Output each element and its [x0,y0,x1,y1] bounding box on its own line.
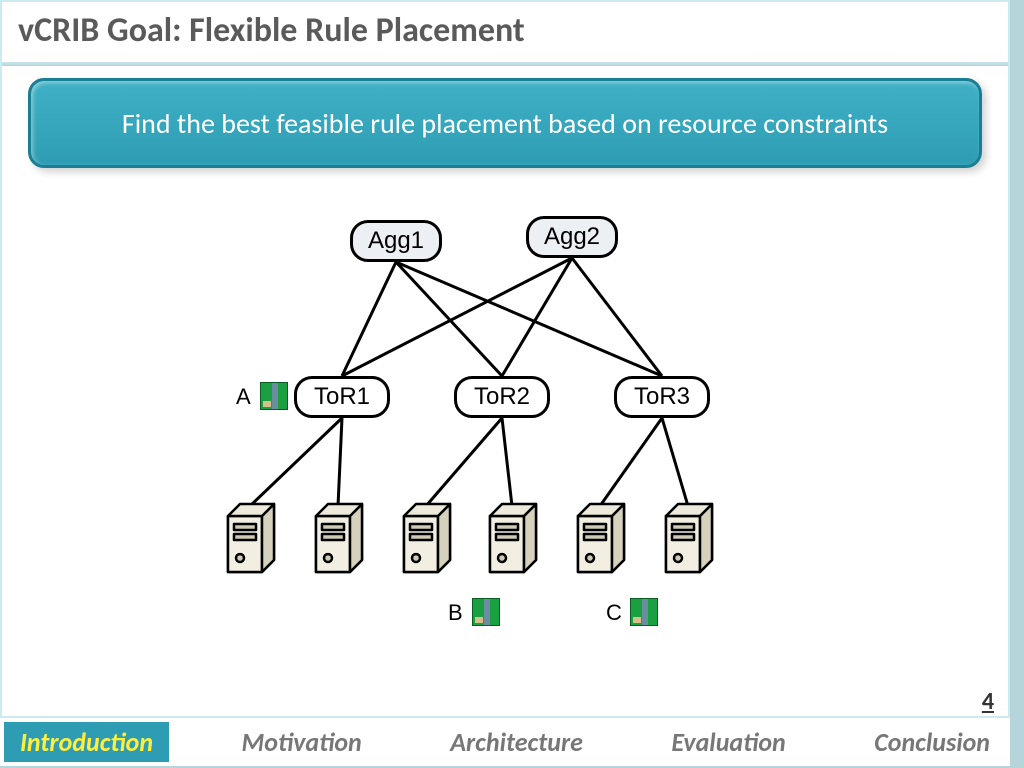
node-agg1: Agg1 [350,220,442,262]
server-s2 [308,500,378,588]
nav-evaluation[interactable]: Evaluation [655,722,801,762]
edge-tor1-s2 [338,418,342,506]
server-s6 [658,500,728,588]
node-tor1: ToR1 [294,376,390,418]
title-rule [2,62,1008,66]
marker-label-C: C [606,600,622,626]
chip-icon-B [472,598,500,626]
section-nav: Introduction Motivation Architecture Evalua… [4,722,1006,762]
marker-label-B: B [448,600,463,626]
edge-agg1-tor1 [342,262,396,376]
edge-tor1-s1 [250,418,342,506]
page-number: 4 [982,687,994,716]
nav-architecture[interactable]: Architecture [434,722,599,762]
edge-tor2-s4 [502,418,512,506]
server-s3 [396,500,466,588]
server-s1 [220,500,290,588]
edge-tor3-s5 [600,418,662,506]
server-s5 [570,500,640,588]
chip-icon-A [260,382,288,410]
callout-text: Find the best feasible rule placement ba… [122,106,888,141]
nav-conclusion[interactable]: Conclusion [858,722,1006,762]
edge-tor3-s6 [662,418,688,506]
nav-introduction[interactable]: Introduction [4,722,169,762]
server-s4 [482,500,552,588]
nav-motivation[interactable]: Motivation [226,722,378,762]
callout-banner: Find the best feasible rule placement ba… [28,78,982,168]
network-diagram: Agg1 Agg2 ToR1 ToR2 ToR3 [180,200,880,640]
edge-tor2-s3 [426,418,502,506]
node-agg2: Agg2 [526,216,618,258]
edge-agg1-tor2 [396,262,502,376]
node-tor3: ToR3 [614,376,710,418]
page-title: vCRIB Goal: Flexible Rule Placement [18,10,525,51]
marker-label-A: A [236,384,251,410]
node-tor2: ToR2 [454,376,550,418]
chip-icon-C [630,598,658,626]
